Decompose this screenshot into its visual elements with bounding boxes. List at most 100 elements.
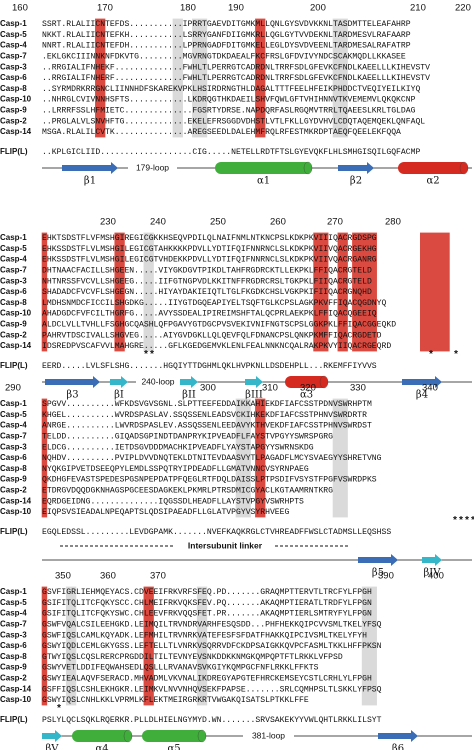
sequence-name: Casp-2 <box>0 486 27 495</box>
beta-strand <box>180 376 198 388</box>
conservation-shade <box>196 586 208 706</box>
conservation-shade <box>313 232 329 352</box>
sequence: ANRGE..........LWVRDSPASLEV.ASSQSSENLEED… <box>42 422 372 431</box>
beta-strand <box>45 376 100 388</box>
residue-number: 400 <box>428 571 444 582</box>
conservation-shade <box>41 232 48 352</box>
sequence: EHKSSDSTFLVLMSHGILEGICGTVHDEKKPDVLLYDTIF… <box>42 256 377 265</box>
strand-label: β5 <box>372 568 384 579</box>
sequence: KHGEL..........WVRDSPASLAV.SSQSSENLEADSV… <box>42 411 367 420</box>
sequence-name: Casp-10 <box>0 507 32 516</box>
sequence: ..KPLGICLIID...................CIG.....N… <box>42 148 420 157</box>
sequence: EGQLEDSSL.........LEVDGPAMK.......NVEFKA… <box>42 528 391 537</box>
conserved-marker: * <box>56 704 62 716</box>
sequence-name: Casp-8 <box>0 298 27 307</box>
sequence-name: Casp-7 <box>0 52 27 61</box>
beta-strand <box>402 376 442 388</box>
sequence: MSGA.RLALILCVTK...............AREGSEEDLD… <box>42 128 401 137</box>
conservation-shade <box>255 398 266 518</box>
helix-label: α1 <box>257 176 270 187</box>
conservation-shade <box>337 232 348 352</box>
loop-bg <box>128 163 177 173</box>
beta-strand <box>358 554 398 566</box>
sequence-name: Casp-9 <box>0 320 27 329</box>
sequence-name: Casp-14 <box>0 127 32 136</box>
conservation-shade <box>352 232 377 352</box>
sequence: GSFFIQSLCSHLEKHGKR.LEIMKVLNVVNHQVSEKFPAP… <box>42 685 382 694</box>
sequence: GSIFITQLITCFQKYSWC.CHLEEVFRKVQQSFET.PR..… <box>42 610 372 619</box>
sequence-name: FLIP(L) <box>0 361 28 370</box>
sequence: .EKLGKCIIINNKNFDKVTG.........MGVRNGTDKDA… <box>42 53 406 62</box>
sequence: ..LRRRFSSLHFMIETC..............FGSRTYDRS… <box>42 107 416 116</box>
sequence: PAHRVTDSCIVALLSHGVEG.....AIYGVDGKLLQLQEV… <box>42 331 382 340</box>
residue-number: 260 <box>270 217 286 228</box>
sequence: LMDHSNMDCFICCILSHGDKG.....IIYGTDGQEAPIYE… <box>42 299 387 308</box>
residue-number: 360 <box>100 571 116 582</box>
sequence-name: Casp-7 <box>0 432 27 441</box>
residue-number: 190 <box>228 3 244 14</box>
sequence-name: Casp-1 <box>0 399 27 408</box>
beta-strand <box>378 730 418 742</box>
helix-end <box>123 729 133 743</box>
helix-label: α2 <box>426 176 439 187</box>
residue-number: 240 <box>150 217 166 228</box>
alignment-block: 350 360 370 390 400 Casp-1 GSVFIGRLIEHMQEYACS.… <box>0 571 472 750</box>
sequence: TELDD..........GIQADSGPINDTDANPRYKIPVEAD… <box>42 433 333 442</box>
alpha-helix <box>142 730 206 742</box>
sequence-name: Casp-2 <box>0 674 27 683</box>
residue-number: 160 <box>12 3 28 14</box>
strand-label: βII <box>182 390 196 401</box>
conservation-shade <box>41 586 48 706</box>
conservation-shade <box>420 232 450 352</box>
linker-label: Intersubunit linker <box>188 540 263 550</box>
conservation-shade <box>361 586 377 706</box>
conservation-shade <box>192 18 208 138</box>
alignment-block: 230 240 250 260 270 280 Casp-1 EHKTSDSTFLVFMSHG… <box>0 217 472 401</box>
sequence: GSWYIEALAQVFSERACD.MHVADMLVKVNALIKDREGYA… <box>42 675 372 684</box>
sequence-name: Casp-9 <box>0 106 27 115</box>
conserved-marker: * <box>453 350 459 362</box>
sequence: EHKSSDSTFLVLMSHGILEGICGTAHKKKKPDVLLYDTIF… <box>42 245 377 254</box>
strand-label: βIV <box>424 568 442 579</box>
residue-number: 180 <box>180 3 196 14</box>
conserved-marker: * <box>428 350 434 362</box>
sequence: ELDCG..........IETDSGVDDDMACHKIPVEADFLYA… <box>42 443 314 452</box>
sequence: GSWFVQALCSILEEHGKD.LEIMQILTRVNDRVARHFESQ… <box>42 621 382 630</box>
sequence: SPGVV..........WFKDSVGVSGNL.SLPTTEEFEDDA… <box>42 400 372 409</box>
residue-number: 280 <box>385 217 401 228</box>
sequence: EERD.....LVLSFLSHG.......HGQIYTTDGHMLQKL… <box>42 362 377 371</box>
sequence-name: Casp-9 <box>0 475 27 484</box>
residue-number: 230 <box>100 217 116 228</box>
sequence: EHKTSDSTFLVFMSHGIREGICGKKHSEQVPDILQLNAIF… <box>42 234 377 243</box>
beta-strand <box>245 376 263 388</box>
sequence-name: Casp-3 <box>0 62 27 71</box>
helix-label: α4 <box>95 744 108 750</box>
sequence-name: Casp-1 <box>0 587 27 596</box>
beta-strand <box>110 376 128 388</box>
sequence-name: Casp-4 <box>0 609 27 618</box>
sequence-name: Casp-2 <box>0 116 27 125</box>
sequence: EIQPSVSIEADALNPEQAPTSLQDSIPAEADFLLGLATVP… <box>42 508 290 517</box>
sequence: GSWYIQDLCEMLGKYGSS.LEFTELLTLVNRKVSQRRVDF… <box>42 642 382 651</box>
strand-label: βI <box>114 390 124 401</box>
helix-end <box>319 375 329 389</box>
sequence-name: FLIP(L) <box>0 527 28 536</box>
sequence: SSRT.RLALIICNTEFDS...........IPRRTGAEVDI… <box>42 20 411 29</box>
residue-number: 350 <box>55 571 71 582</box>
conservation-shade <box>235 398 251 518</box>
conserved-marker: ** <box>143 350 155 362</box>
conservation-shade <box>41 398 48 518</box>
sequence: ..SYRMDRKRRGNCLIINNHDFSKAREKVPKLHSIRDRNG… <box>42 85 420 94</box>
conservation-shade <box>95 18 106 138</box>
conservation-shade <box>172 18 183 138</box>
alpha-helix <box>215 162 312 174</box>
conservation-shade <box>143 232 154 352</box>
sequence: GSVFIGRLIEHMQEYACS.CDVEEIFRKVRFSFEQ.PD..… <box>42 588 372 597</box>
loop-bg <box>136 377 180 387</box>
residue-number: 390 <box>378 571 394 582</box>
sequence: GSWFIQSLCAMLKQYADK.LEFMHILTRVNRKVATEFESF… <box>42 631 367 640</box>
alignment-block: 290 300 310 320 330 340 Casp-1 SPGVV..........W… <box>0 383 474 579</box>
conservation-shade <box>332 18 348 138</box>
conservation-shade <box>255 18 266 138</box>
